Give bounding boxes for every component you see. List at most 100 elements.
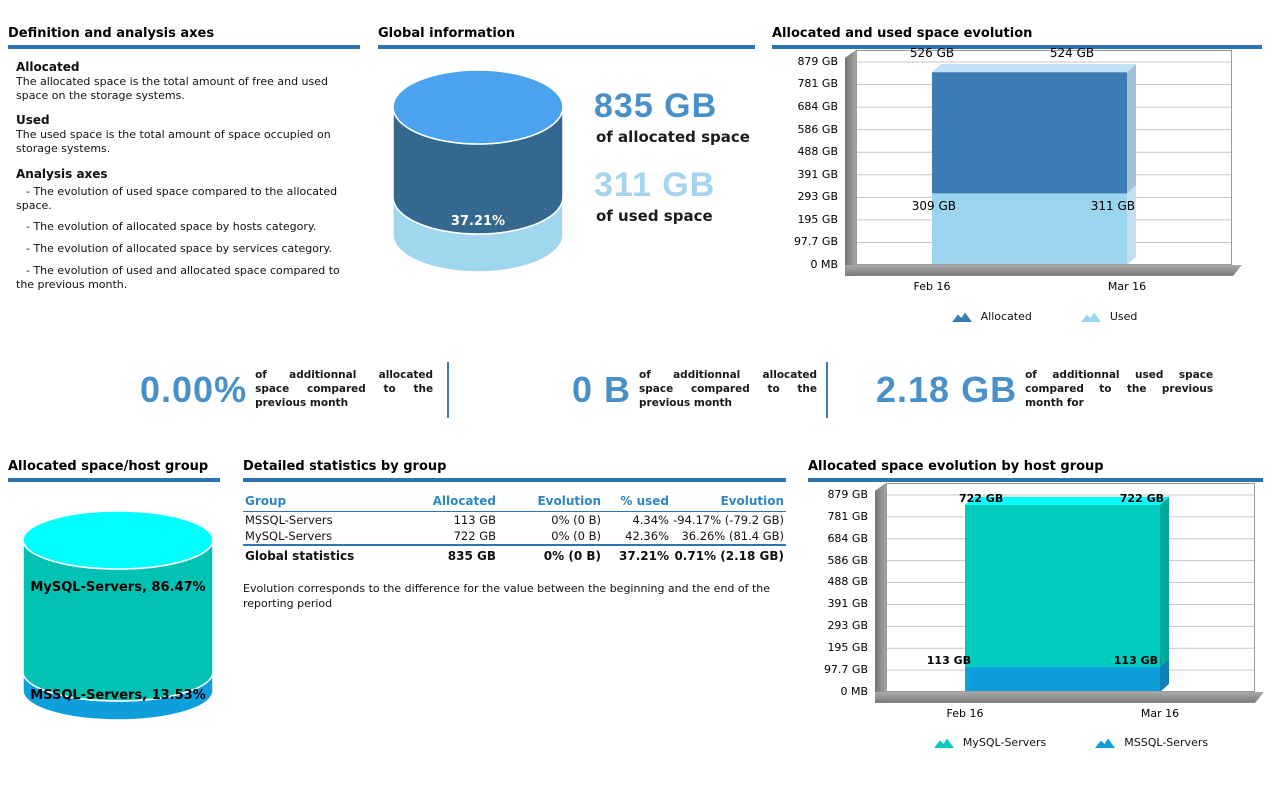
chart-floor xyxy=(845,265,1242,276)
data-label: 311 GB xyxy=(1090,199,1135,214)
space-evolution-title: Allocated and used space evolution xyxy=(772,26,1262,49)
data-label: 722 GB xyxy=(959,491,1004,505)
y-axis-tick: 488 GB xyxy=(827,575,868,589)
used-total-caption: of used space xyxy=(596,206,713,225)
analysis-bullet: - The evolution of allocated space by ho… xyxy=(26,220,317,234)
mysql-share-label: MySQL-Servers, 86.47% xyxy=(30,580,205,595)
space-evolution-section: Allocated and used space evolution 879 G… xyxy=(772,26,1262,323)
host-group-evolution-title: Allocated space evolution by host group xyxy=(808,459,1263,482)
mssql-share-label: MSSQL-Servers, 13.53% xyxy=(30,688,205,703)
host-group-share-section: Allocated space/host group MySQL-Servers… xyxy=(8,459,220,727)
detailed-statistics-title: Detailed statistics by group xyxy=(243,459,786,482)
statistics-table: Group Allocated Evolution % used Evolution M… xyxy=(243,492,786,564)
plot-area: Feb 16 Mar 16 526 GB 524 GB 309 GB 311 GB xyxy=(856,46,1232,293)
detailed-statistics-section: Detailed statistics by group Group Alloca… xyxy=(243,459,786,612)
plot-svg xyxy=(856,49,1232,265)
legend: Allocated Used xyxy=(856,310,1232,323)
y-axis-tick: 586 GB xyxy=(797,122,838,136)
area-band-side-face xyxy=(1160,496,1169,667)
chart-floor xyxy=(875,692,1264,703)
y-axis-tick: 488 GB xyxy=(797,145,838,159)
allocated-total-value: 835 GB xyxy=(594,86,718,125)
legend-label: Allocated xyxy=(980,309,1032,323)
table-cell: MSSQL-Servers xyxy=(245,512,333,527)
data-label: 722 GB xyxy=(1119,491,1164,505)
legend-item-used: Used xyxy=(1080,310,1137,323)
table-row: MySQL-Servers 722 GB 0% (0 B) 42.36% 36.26% … xyxy=(243,528,786,545)
global-usage-cylinder-chart: 37.21% xyxy=(392,69,564,273)
cylinder-top-face xyxy=(392,69,564,145)
table-cell: 0.71% (2.18 GB) xyxy=(674,548,784,563)
area-band-MSSQL-Servers xyxy=(965,666,1160,692)
legend-item-mysql-servers: MySQL-Servers xyxy=(933,736,1046,749)
y-axis-tick: 195 GB xyxy=(797,212,838,226)
y-axis-tick: 0 MB xyxy=(810,257,838,271)
global-information-body: 37.21% 835 GB of allocated space 311 GB … xyxy=(378,49,755,277)
area-series-icon xyxy=(951,312,972,322)
table-cell: Global statistics xyxy=(245,548,355,563)
stat-caption: of additionnal allocated space compared … xyxy=(255,369,434,409)
table-cell: 37.21% xyxy=(619,548,669,563)
used-total-value: 311 GB xyxy=(594,165,716,204)
column-header: Allocated xyxy=(432,493,496,508)
allocated-definition: The allocated space is the total amount … xyxy=(16,74,329,102)
analysis-bullet: - The evolution of used and allocated sp… xyxy=(16,263,340,291)
y-axis-tick: 586 GB xyxy=(827,553,868,567)
data-label: 526 GB xyxy=(909,46,955,61)
y-axis-tick: 879 GB xyxy=(827,487,868,501)
table-row: MSSQL-Servers 113 GB 0% (0 B) 4.34% -94.17% … xyxy=(243,511,786,528)
stat-allocated-percent-change: 0.00% of additionnal allocated space com… xyxy=(140,360,433,420)
area-band-Used xyxy=(932,193,1127,265)
used-heading: Used xyxy=(16,113,50,128)
global-metrics: 835 GB of allocated space 311 GB of used… xyxy=(594,69,750,277)
analysis-axes-heading: Analysis axes xyxy=(16,166,108,181)
table-cell: 36.26% (81.4 GB) xyxy=(681,528,784,543)
host-group-evolution-chart: 879 GB 781 GB 684 GB 586 GB 488 GB 391 GB 293 … xyxy=(808,482,1264,728)
data-label: 113 GB xyxy=(926,653,971,667)
table-cell: 835 GB xyxy=(447,548,496,563)
column-header: Group xyxy=(245,493,287,508)
analysis-bullet: - The evolution of used space compared t… xyxy=(16,184,338,212)
table-cell: 0% (0 B) xyxy=(551,512,601,527)
table-cell: 0% (0 B) xyxy=(551,528,601,543)
stat-divider xyxy=(447,362,449,418)
plot-area: Feb 16 Mar 16 722 GB 722 GB 113 GB 113 GB xyxy=(886,482,1255,720)
stat-divider xyxy=(826,362,828,418)
space-evolution-chart: 879 GB 781 GB 684 GB 586 GB 488 GB 391 GB 293 … xyxy=(772,46,1262,302)
y-axis-tick: 97.7 GB xyxy=(793,235,838,249)
area-band-top-face xyxy=(965,496,1169,505)
plot-svg xyxy=(886,482,1255,692)
analysis-bullet: - The evolution of allocated space by se… xyxy=(26,242,332,256)
area-series-icon xyxy=(933,738,954,748)
x-axis-label: Mar 16 xyxy=(1140,706,1180,720)
host-group-share-title: Allocated space/host group xyxy=(8,459,220,482)
chart-left-wall xyxy=(875,482,886,703)
evolution-note: Evolution corresponds to the difference … xyxy=(243,581,771,610)
data-label: 524 GB xyxy=(1049,46,1095,61)
allocated-heading: Allocated xyxy=(16,59,80,74)
host-group-cylinder-chart: MySQL-Servers, 86.47% MSSQL-Servers, 13.… xyxy=(22,510,214,721)
y-axis-tick: 684 GB xyxy=(797,100,838,113)
area-band-side-face xyxy=(1127,64,1136,194)
analysis-axes-list: - The evolution of used space compared t… xyxy=(8,185,360,292)
y-axis-tick: 781 GB xyxy=(827,509,868,523)
area-series-icon xyxy=(1095,738,1116,748)
y-axis: 879 GB 781 GB 684 GB 586 GB 488 GB 391 GB 293 … xyxy=(772,50,838,276)
stat-allocated-bytes-change: 0 B of additionnal allocated space compa… xyxy=(572,360,817,420)
host-group-evolution-section: Allocated space evolution by host group … xyxy=(808,459,1263,749)
stat-value: 2.18 GB xyxy=(876,369,1018,410)
legend-label: MSSQL-Servers xyxy=(1124,735,1209,749)
y-axis-tick: 0 MB xyxy=(840,684,868,698)
y-axis-tick: 97.7 GB xyxy=(823,663,868,676)
table-cell: 42.36% xyxy=(625,528,669,543)
legend-item-allocated: Allocated xyxy=(951,310,1032,323)
column-header: Evolution xyxy=(537,493,601,508)
used-percentage-label: 37.21% xyxy=(451,214,505,229)
stat-value: 0.00% xyxy=(140,369,248,410)
global-information-title: Global information xyxy=(378,26,755,49)
y-axis-tick: 391 GB xyxy=(797,167,838,181)
y-axis: 879 GB 781 GB 684 GB 586 GB 488 GB 391 GB 293 … xyxy=(808,483,868,703)
legend-label: MySQL-Servers xyxy=(962,735,1047,749)
table-body: MSSQL-Servers 113 GB 0% (0 B) 4.34% -94.17% … xyxy=(243,511,786,564)
